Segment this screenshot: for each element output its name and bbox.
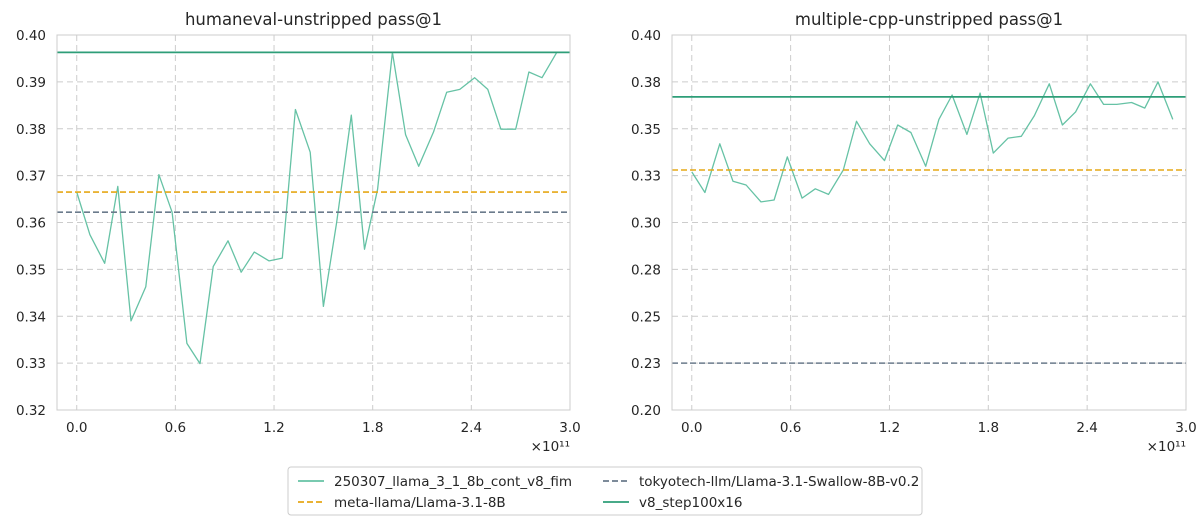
legend-label: 250307_llama_3_1_8b_cont_v8_fim: [334, 474, 572, 490]
x-tick-label: 0.0: [66, 420, 87, 436]
x-tick-label: 2.4: [1076, 420, 1097, 436]
legend-item-1: tokyotech-llm/Llama-3.1-Swallow-8B-v0.2: [603, 474, 919, 490]
x-multiplier-label: ×10¹¹: [531, 439, 570, 455]
legend-item-2: meta-llama/Llama-3.1-8B: [298, 495, 506, 511]
legend-label: meta-llama/Llama-3.1-8B: [334, 495, 506, 511]
chart-title: humaneval-unstripped pass@1: [185, 10, 442, 29]
y-tick-label: 0.32: [16, 403, 46, 419]
x-tick-label: 1.8: [978, 420, 999, 436]
legend-item-0: 250307_llama_3_1_8b_cont_v8_fim: [298, 474, 572, 490]
x-tick-label: 3.0: [1175, 420, 1196, 436]
y-tick-label: 0.33: [631, 169, 661, 185]
y-tick-label: 0.28: [631, 262, 661, 278]
chart-panels: 0.0 0.6 1.2 1.8 2.4 3.0 0.32 0.33 0.34 0.35 0.36 0.…: [16, 10, 1197, 455]
x-tick-label: 0.6: [780, 420, 801, 436]
x-tick-label: 1.2: [879, 420, 900, 436]
plot-frame: [671, 34, 1187, 411]
x-tick-label: 0.6: [165, 420, 186, 436]
y-tick-label: 0.30: [631, 216, 661, 232]
series-line-0: [691, 81, 1174, 203]
y-tick-label: 0.34: [16, 309, 46, 325]
y-tick-label: 0.36: [16, 216, 46, 232]
y-tick-label: 0.39: [16, 75, 46, 91]
y-tick-label: 0.23: [631, 356, 661, 372]
x-tick-label: 1.2: [263, 420, 284, 436]
chart-panel-1: 0.0 0.6 1.2 1.8 2.4 3.0 0.32 0.33 0.34 0.35 0.36 0.…: [16, 10, 581, 455]
y-tick-label: 0.40: [631, 28, 661, 44]
chart-title: multiple-cpp-unstripped pass@1: [795, 10, 1063, 29]
x-multiplier-label: ×10¹¹: [1147, 439, 1186, 455]
legend-label: tokyotech-llm/Llama-3.1-Swallow-8B-v0.2: [639, 474, 919, 490]
series-line-0: [76, 51, 558, 365]
x-tick-label: 0.0: [681, 420, 702, 436]
x-tick-label: 2.4: [461, 420, 482, 436]
legend-label: v8_step100x16: [639, 495, 742, 511]
y-tick-label: 0.35: [631, 122, 661, 138]
legend-box: [287, 466, 923, 516]
chart-panel-2: 0.0 0.6 1.2 1.8 2.4 3.0 0.20 0.23 0.25 0.28 0.30 0.…: [631, 10, 1197, 455]
y-tick-label: 0.20: [631, 403, 661, 419]
y-tick-label: 0.37: [16, 169, 46, 185]
y-tick-label: 0.35: [16, 262, 46, 278]
plot-frame: [56, 34, 571, 411]
x-tick-label: 3.0: [559, 420, 580, 436]
y-tick-label: 0.40: [16, 28, 46, 44]
legend-item-3: v8_step100x16: [603, 495, 742, 511]
y-tick-label: 0.38: [631, 75, 661, 91]
y-tick-label: 0.38: [16, 122, 46, 138]
y-tick-label: 0.33: [16, 356, 46, 372]
y-tick-label: 0.25: [631, 309, 661, 325]
legend: 250307_llama_3_1_8b_cont_v8_fim tokyotech…: [287, 466, 923, 516]
x-tick-label: 1.8: [362, 420, 383, 436]
